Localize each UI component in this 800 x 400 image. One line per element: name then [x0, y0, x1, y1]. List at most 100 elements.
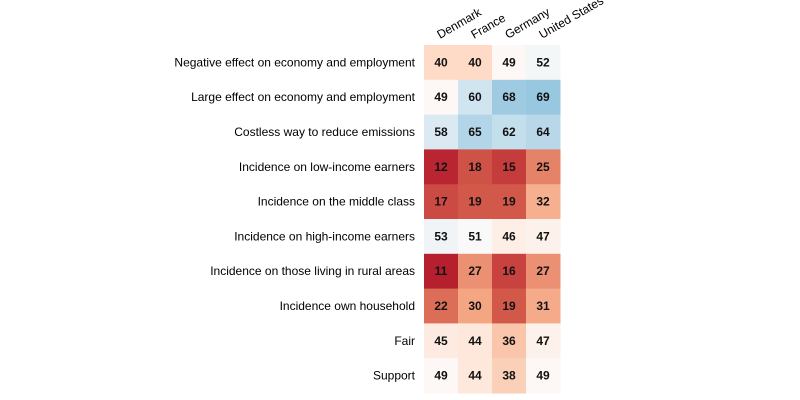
heatmap-cell-fill [492, 79, 527, 116]
heatmap-cell-value: 36 [502, 334, 516, 348]
heatmap-cell: 53 [424, 219, 459, 255]
heatmap-cell: 51 [458, 219, 493, 255]
heatmap-cell: 60 [458, 79, 493, 116]
row-label: Negative effect on economy and employmen… [174, 55, 415, 69]
heatmap-cell-fill [458, 184, 493, 220]
heatmap-cell-value: 19 [502, 299, 516, 313]
heatmap-cell-value: 40 [468, 55, 482, 69]
heatmap-cell-value: 51 [468, 229, 482, 243]
heatmap-cell-fill [424, 253, 459, 290]
heatmap-cell: 49 [492, 45, 527, 81]
heatmap-cell-fill [458, 45, 493, 81]
heatmap-cell-fill [424, 219, 459, 255]
heatmap-cell: 40 [458, 45, 493, 81]
heatmap-cell-value: 16 [502, 264, 516, 278]
heatmap-cell: 49 [526, 358, 561, 394]
heatmap-cell-value: 19 [502, 195, 516, 209]
heatmap-cell: 49 [424, 358, 459, 394]
heatmap-cell-fill [424, 323, 459, 359]
heatmap-cell-fill [424, 45, 459, 81]
row-label: Incidence on those living in rural areas [210, 264, 415, 278]
heatmap-cell: 27 [526, 253, 561, 290]
heatmap-cell: 40 [424, 45, 459, 81]
heatmap-cell: 19 [458, 184, 493, 220]
heatmap-cell-value: 18 [468, 160, 482, 174]
heatmap-cell-value: 22 [434, 299, 448, 313]
heatmap-cell: 22 [424, 288, 459, 324]
heatmap-cell: 31 [526, 288, 561, 324]
heatmap-cell-value: 47 [536, 229, 550, 243]
heatmap-cell-fill [526, 323, 561, 359]
row-labels: Negative effect on economy and employmen… [174, 55, 415, 382]
heatmap-cell-value: 49 [434, 369, 448, 383]
heatmap-cell-fill [424, 114, 459, 150]
heatmap-cell: 62 [492, 114, 527, 150]
row-label: Costless way to reduce emissions [234, 125, 415, 139]
heatmap-cell: 68 [492, 79, 527, 116]
heatmap-cell: 64 [526, 114, 561, 150]
heatmap-cell-fill [492, 149, 527, 185]
heatmap-cell: 17 [424, 184, 459, 220]
heatmap-cell-value: 19 [468, 195, 482, 209]
heatmap-cell: 19 [492, 288, 527, 324]
heatmap-cell-fill [458, 288, 493, 324]
heatmap-cell-value: 17 [434, 195, 448, 209]
row-label: Large effect on economy and employment [191, 90, 416, 104]
heatmap-cell-fill [492, 45, 527, 81]
heatmap-cell-fill [492, 358, 527, 394]
heatmap-cell-fill [526, 253, 561, 290]
heatmap-cell-value: 68 [502, 90, 516, 104]
heatmap-cell: 47 [526, 219, 561, 255]
heatmap-cell: 45 [424, 323, 459, 359]
heatmap-cell-fill [458, 149, 493, 185]
heatmap-cell-fill [526, 79, 561, 116]
heatmap-cell-value: 30 [468, 299, 482, 313]
heatmap-cell: 18 [458, 149, 493, 185]
heatmap-cell-value: 64 [536, 125, 550, 139]
heatmap-cell: 27 [458, 253, 493, 290]
heatmap-cell-fill [458, 219, 493, 255]
heatmap-cell-value: 53 [434, 229, 448, 243]
heatmap-cell: 11 [424, 253, 459, 290]
heatmap-cell-fill [526, 288, 561, 324]
row-label: Incidence on low-income earners [239, 160, 415, 174]
row-label: Fair [394, 334, 415, 348]
heatmap-cell-fill [458, 253, 493, 290]
heatmap-cell-value: 15 [502, 160, 516, 174]
heatmap-cell-fill [526, 358, 561, 394]
heatmap-cell-value: 47 [536, 334, 550, 348]
heatmap-cell: 36 [492, 323, 527, 359]
heatmap-cell: 52 [526, 45, 561, 81]
heatmap-cell: 12 [424, 149, 459, 185]
heatmap-cell: 32 [526, 184, 561, 220]
heatmap-cell-fill [424, 358, 459, 394]
heatmap-cell: 58 [424, 114, 459, 150]
row-label: Support [373, 369, 416, 383]
row-label: Incidence own household [280, 299, 415, 313]
heatmap-cell-value: 49 [502, 55, 516, 69]
heatmap-cell-fill [458, 114, 493, 150]
heatmap-cell: 44 [458, 323, 493, 359]
heatmap-cell-value: 12 [434, 160, 448, 174]
row-label: Incidence on the middle class [258, 195, 415, 209]
heatmap-cell: 38 [492, 358, 527, 394]
row-label: Incidence on high-income earners [234, 229, 415, 243]
heatmap-cell: 46 [492, 219, 527, 255]
heatmap-cell-value: 46 [502, 229, 516, 243]
heatmap-cell: 25 [526, 149, 561, 185]
heatmap-cell-value: 40 [434, 55, 448, 69]
heatmap-cell-fill [492, 184, 527, 220]
heatmap-cell-fill [492, 114, 527, 150]
heatmap-cell: 69 [526, 79, 561, 116]
heatmap-cell: 44 [458, 358, 493, 394]
heatmap-cell-value: 60 [468, 90, 482, 104]
heatmap-cell-value: 25 [536, 160, 550, 174]
heatmap-cell-value: 31 [536, 299, 550, 313]
heatmap-cell-fill [492, 219, 527, 255]
heatmap-cell-fill [492, 253, 527, 290]
heatmap-cells: 40 40 49 52 49 60 68 69 58 65 62 64 12 18 15 25 17 19 19 32… [424, 45, 561, 394]
heatmap-cell: 65 [458, 114, 493, 150]
